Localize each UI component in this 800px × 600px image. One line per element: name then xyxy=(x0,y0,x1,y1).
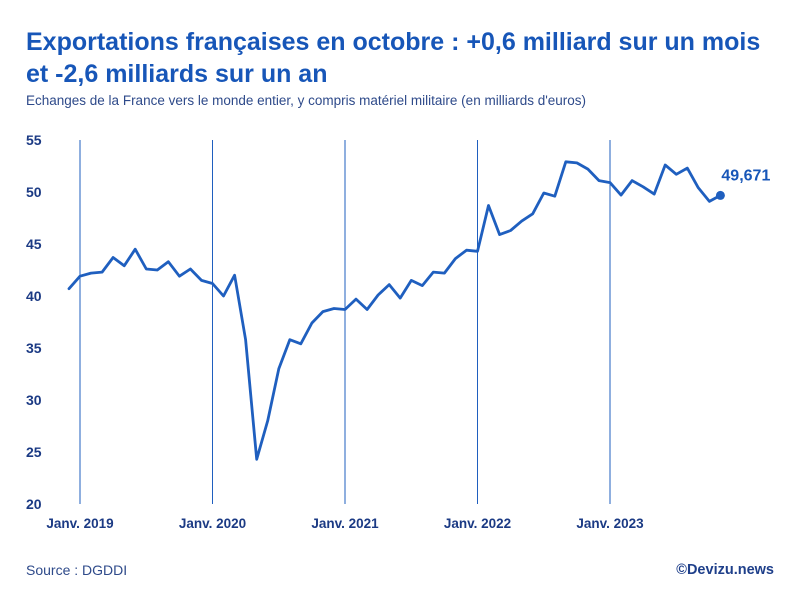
x-tick-label: Janv. 2022 xyxy=(444,516,511,531)
series-line-exportations xyxy=(67,160,722,461)
chart-subtitle: Echanges de la France vers le monde enti… xyxy=(26,93,587,108)
y-tick-label: 30 xyxy=(26,392,42,408)
last-point-marker xyxy=(715,190,725,200)
brand-credit: ©Devizu.news xyxy=(676,562,774,578)
vertical-year-lines xyxy=(79,140,611,504)
x-tick-label: Janv. 2019 xyxy=(46,516,113,531)
y-tick-label: 20 xyxy=(26,496,42,512)
x-tick-label: Janv. 2023 xyxy=(576,516,644,531)
x-tick-label: Janv. 2020 xyxy=(179,516,246,531)
y-axis-ticks: 20 25 30 35 40 45 50 55 xyxy=(26,132,42,512)
y-tick-label: 45 xyxy=(26,236,42,252)
y-tick-label: 35 xyxy=(26,340,42,356)
x-axis-ticks: Janv. 2019 Janv. 2020 Janv. 2021 Janv. 2022… xyxy=(46,516,644,531)
y-tick-label: 40 xyxy=(26,288,42,304)
x-tick-label: Janv. 2021 xyxy=(311,516,379,531)
y-tick-label: 25 xyxy=(26,444,42,460)
y-tick-label: 50 xyxy=(26,184,42,200)
last-point-label: 49,671 xyxy=(721,167,770,184)
y-tick-label: 55 xyxy=(26,132,42,148)
source-note: Source : DGDDI xyxy=(26,562,128,578)
chart-title: Exportations françaises en octobre : +0,… xyxy=(26,28,761,88)
